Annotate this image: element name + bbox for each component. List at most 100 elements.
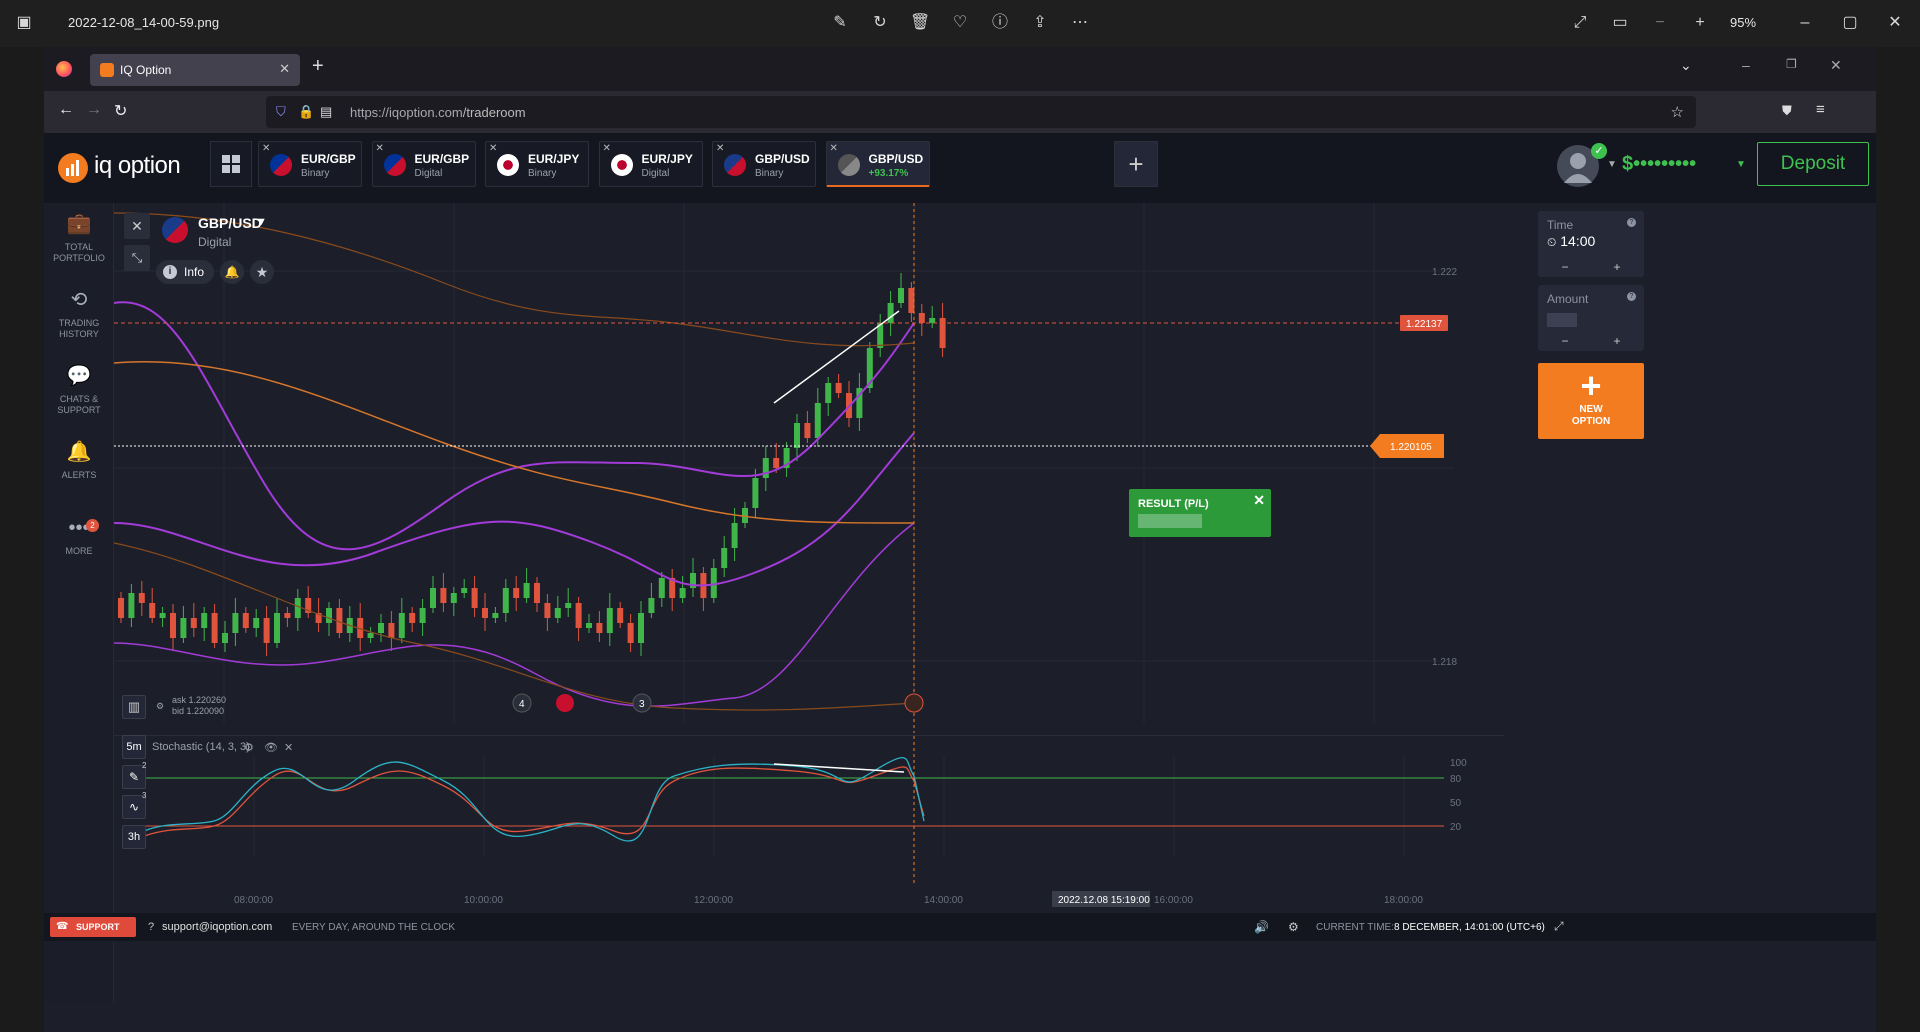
rotate-icon[interactable]: ↻ — [873, 14, 887, 31]
candle-body — [586, 623, 592, 628]
deposit-button[interactable]: Deposit — [1757, 142, 1869, 186]
amount-value-redacted[interactable] — [1547, 313, 1577, 327]
chart-asset-name[interactable]: GBP/USD — [198, 215, 262, 231]
more-dots-icon: ••• — [68, 517, 90, 539]
zoom-in-icon[interactable]: + — [1695, 14, 1705, 31]
tab-close-icon[interactable]: ✕ — [262, 143, 271, 154]
support-email[interactable]: support@iqoption.com — [162, 921, 273, 933]
edit-image-icon[interactable]: ✎ — [833, 14, 847, 31]
sidebar-item-chats[interactable]: 💬 CHATS & SUPPORT — [44, 363, 114, 416]
asset-tab[interactable]: ✕ GBP/USD +93.17% — [825, 141, 930, 187]
forward-icon[interactable]: → — [86, 101, 102, 118]
right-trade-panel: Time ? ⏲ 14:00 − + Amount ? − + + NEW OP… — [1534, 203, 1876, 913]
time-value[interactable]: ⏲ 14:00 — [1547, 233, 1595, 250]
share-icon[interactable]: ⇪ — [1033, 14, 1047, 31]
tab-close-icon[interactable]: ✕ — [489, 143, 498, 154]
info-icon[interactable]: ⓘ — [991, 14, 1008, 31]
amount-box[interactable]: Amount ? − + — [1538, 285, 1644, 351]
back-icon[interactable]: ← — [58, 101, 74, 118]
stochastic-visibility-icon[interactable]: 👁 — [264, 742, 278, 754]
price-axis-label: 1.218 — [1432, 657, 1457, 668]
draw-tool-button[interactable]: ✎ — [122, 765, 146, 789]
candle-body — [627, 623, 634, 643]
tab-close-icon[interactable]: ✕ — [829, 143, 838, 154]
stochastic-panel[interactable]: 100 80 50 20 Stochastic (14, 3, 3) ⚙ 👁 ✕ — [114, 735, 1504, 886]
candle-body — [159, 613, 166, 618]
result-close-icon[interactable]: ✕ — [1253, 492, 1265, 508]
settings-small-icon[interactable]: ⚙ — [156, 701, 165, 711]
close-icon[interactable]: ✕ — [1888, 14, 1902, 31]
profile-chevron-down-icon[interactable]: ▼ — [1607, 159, 1617, 170]
time-box[interactable]: Time ? ⏲ 14:00 − + — [1538, 211, 1644, 277]
window-minimize-icon[interactable]: – — [1742, 57, 1750, 73]
actual-size-icon[interactable]: ▭ — [1612, 14, 1628, 31]
balance-chevron-down-icon[interactable]: ▼ — [1736, 159, 1746, 170]
settings-icon[interactable]: ⚙ — [1288, 920, 1299, 934]
layout-grid-button[interactable] — [210, 141, 252, 187]
add-asset-button[interactable]: + — [1114, 141, 1158, 187]
new-option-button[interactable]: + NEW OPTION — [1538, 363, 1644, 439]
fullscreen-toggle-icon[interactable]: ⤢ — [1554, 919, 1564, 933]
amount-plus-button[interactable]: + — [1613, 334, 1621, 348]
shield-icon[interactable]: ⛉ — [276, 104, 286, 119]
asset-tab[interactable]: ✕ GBP/USD Binary — [712, 141, 816, 187]
time-minus-button[interactable]: − — [1561, 260, 1569, 274]
zoom-out-icon[interactable]: − — [1655, 14, 1665, 31]
current-price-tag — [1370, 434, 1444, 458]
tab-close-icon[interactable]: ✕ — [716, 143, 725, 154]
candle-body — [710, 568, 717, 598]
address-bar[interactable]: ⛉ 🔒 ▤ https://iqoption.com/traderoom ☆ — [266, 96, 1696, 128]
asset-tab[interactable]: ✕ EUR/JPY Digital — [598, 141, 703, 187]
url-text[interactable]: https://iqoption.com/traderoom — [350, 105, 526, 120]
pocket-icon[interactable]: ⛊ — [1782, 103, 1792, 118]
tab-close-icon[interactable]: ✕ — [602, 143, 611, 154]
minimize-icon[interactable]: – — [1800, 14, 1810, 31]
collapse-icon[interactable]: ⤡ — [124, 245, 150, 271]
window-restore-icon[interactable]: ❐ — [1786, 57, 1797, 71]
help-icon[interactable]: ? — [1627, 218, 1636, 227]
asset-chevron-down-icon[interactable]: ▼ — [256, 216, 267, 228]
favorite-icon[interactable]: ♡ — [952, 14, 968, 31]
sidebar-item-more[interactable]: ••• MORE — [44, 515, 114, 557]
timeframe-button[interactable]: 5m — [122, 735, 146, 759]
delete-icon[interactable]: 🗑 — [910, 14, 931, 31]
close-chart-button[interactable]: ✕ — [124, 213, 150, 239]
menu-icon[interactable]: ≡ — [1816, 101, 1825, 118]
alert-bell-button[interactable]: 🔔 — [220, 260, 244, 284]
time-plus-button[interactable]: + — [1613, 260, 1621, 274]
favorite-star-button[interactable]: ★ — [250, 260, 274, 284]
tab-close-icon[interactable]: ✕ — [279, 61, 290, 76]
sidebar-item-portfolio[interactable]: 💼 TOTAL PORTFOLIO — [44, 211, 114, 264]
range-button[interactable]: 3h — [122, 825, 146, 849]
info-button[interactable]: i Info — [156, 260, 214, 284]
lock-icon[interactable]: 🔒 — [298, 104, 315, 119]
reload-icon[interactable]: ↻ — [114, 103, 128, 120]
chart-type-button[interactable]: ▥ — [122, 695, 146, 719]
maximize-icon[interactable]: ▢ — [1842, 14, 1858, 31]
stochastic-settings-icon[interactable]: ⚙ — [244, 742, 254, 754]
account-balance[interactable]: $••••••••• — [1622, 153, 1697, 175]
asset-tab[interactable]: ✕ EUR/GBP Binary — [258, 141, 362, 187]
price-chart[interactable]: 1.222 1.218 1.22137 1.220105 4 3 ✕ ⤡ GBP/USD … — [114, 203, 1504, 733]
support-button[interactable]: SUPPORT — [50, 917, 136, 937]
window-close-icon[interactable]: ✕ — [1830, 57, 1842, 73]
bookmark-star-icon[interactable]: ☆ — [1670, 104, 1684, 121]
browser-tab[interactable]: IQ Option ✕ — [90, 54, 300, 86]
help-icon[interactable]: ? — [1627, 292, 1636, 301]
new-tab-icon[interactable]: + — [312, 55, 324, 77]
sound-icon[interactable]: 🔊 — [1254, 920, 1269, 934]
sidebar-item-history[interactable]: ⟲ TRADING HISTORY — [44, 287, 114, 340]
asset-tab-type: Binary — [301, 168, 330, 179]
amount-minus-button[interactable]: − — [1561, 334, 1569, 348]
tab-close-icon[interactable]: ✕ — [375, 143, 384, 154]
sidebar-item-alerts[interactable]: 🔔 ALERTS — [44, 439, 114, 481]
permissions-icon[interactable]: ▤ — [320, 104, 333, 119]
fullscreen-icon[interactable]: ⤢ — [1573, 14, 1587, 31]
more-options-icon[interactable]: ⋯ — [1072, 14, 1088, 31]
indicators-button[interactable]: ∿ — [122, 795, 146, 819]
list-tabs-icon[interactable]: ⌄ — [1680, 57, 1692, 73]
info-icon: i — [163, 265, 177, 279]
stochastic-remove-icon[interactable]: ✕ — [284, 742, 294, 754]
asset-tab[interactable]: ✕ EUR/GBP Digital — [371, 141, 476, 187]
asset-tab[interactable]: ✕ EUR/JPY Binary — [485, 141, 589, 187]
